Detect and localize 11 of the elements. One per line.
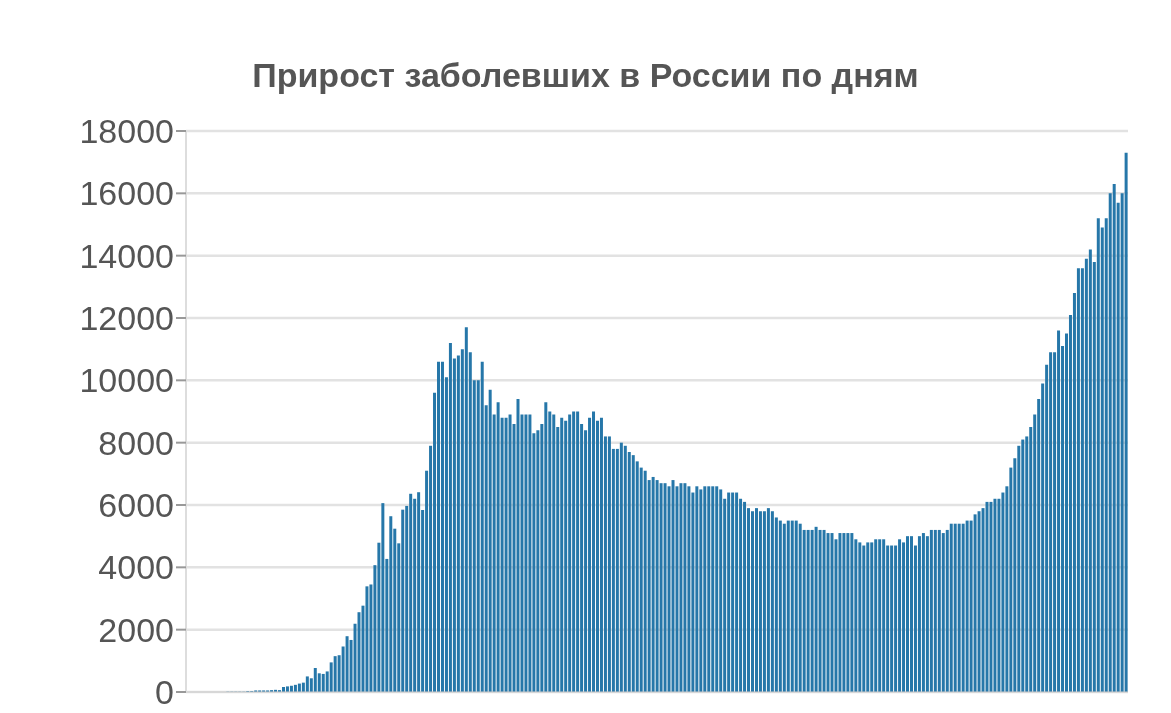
y-tick-label: 4000 xyxy=(98,548,174,587)
y-tick-label: 16000 xyxy=(79,174,174,213)
y-tick-label: 2000 xyxy=(98,610,174,649)
y-tick-label: 14000 xyxy=(79,236,174,275)
y-tick-label: 12000 xyxy=(79,299,174,338)
y-tick-label: 10000 xyxy=(79,361,174,400)
y-tick-label: 0 xyxy=(155,673,174,712)
y-tick-label: 8000 xyxy=(98,423,174,462)
chart-title: Прирост заболевших в России по дням xyxy=(251,56,920,95)
y-tick-label: 6000 xyxy=(98,486,174,525)
y-tick-label: 18000 xyxy=(79,112,174,151)
